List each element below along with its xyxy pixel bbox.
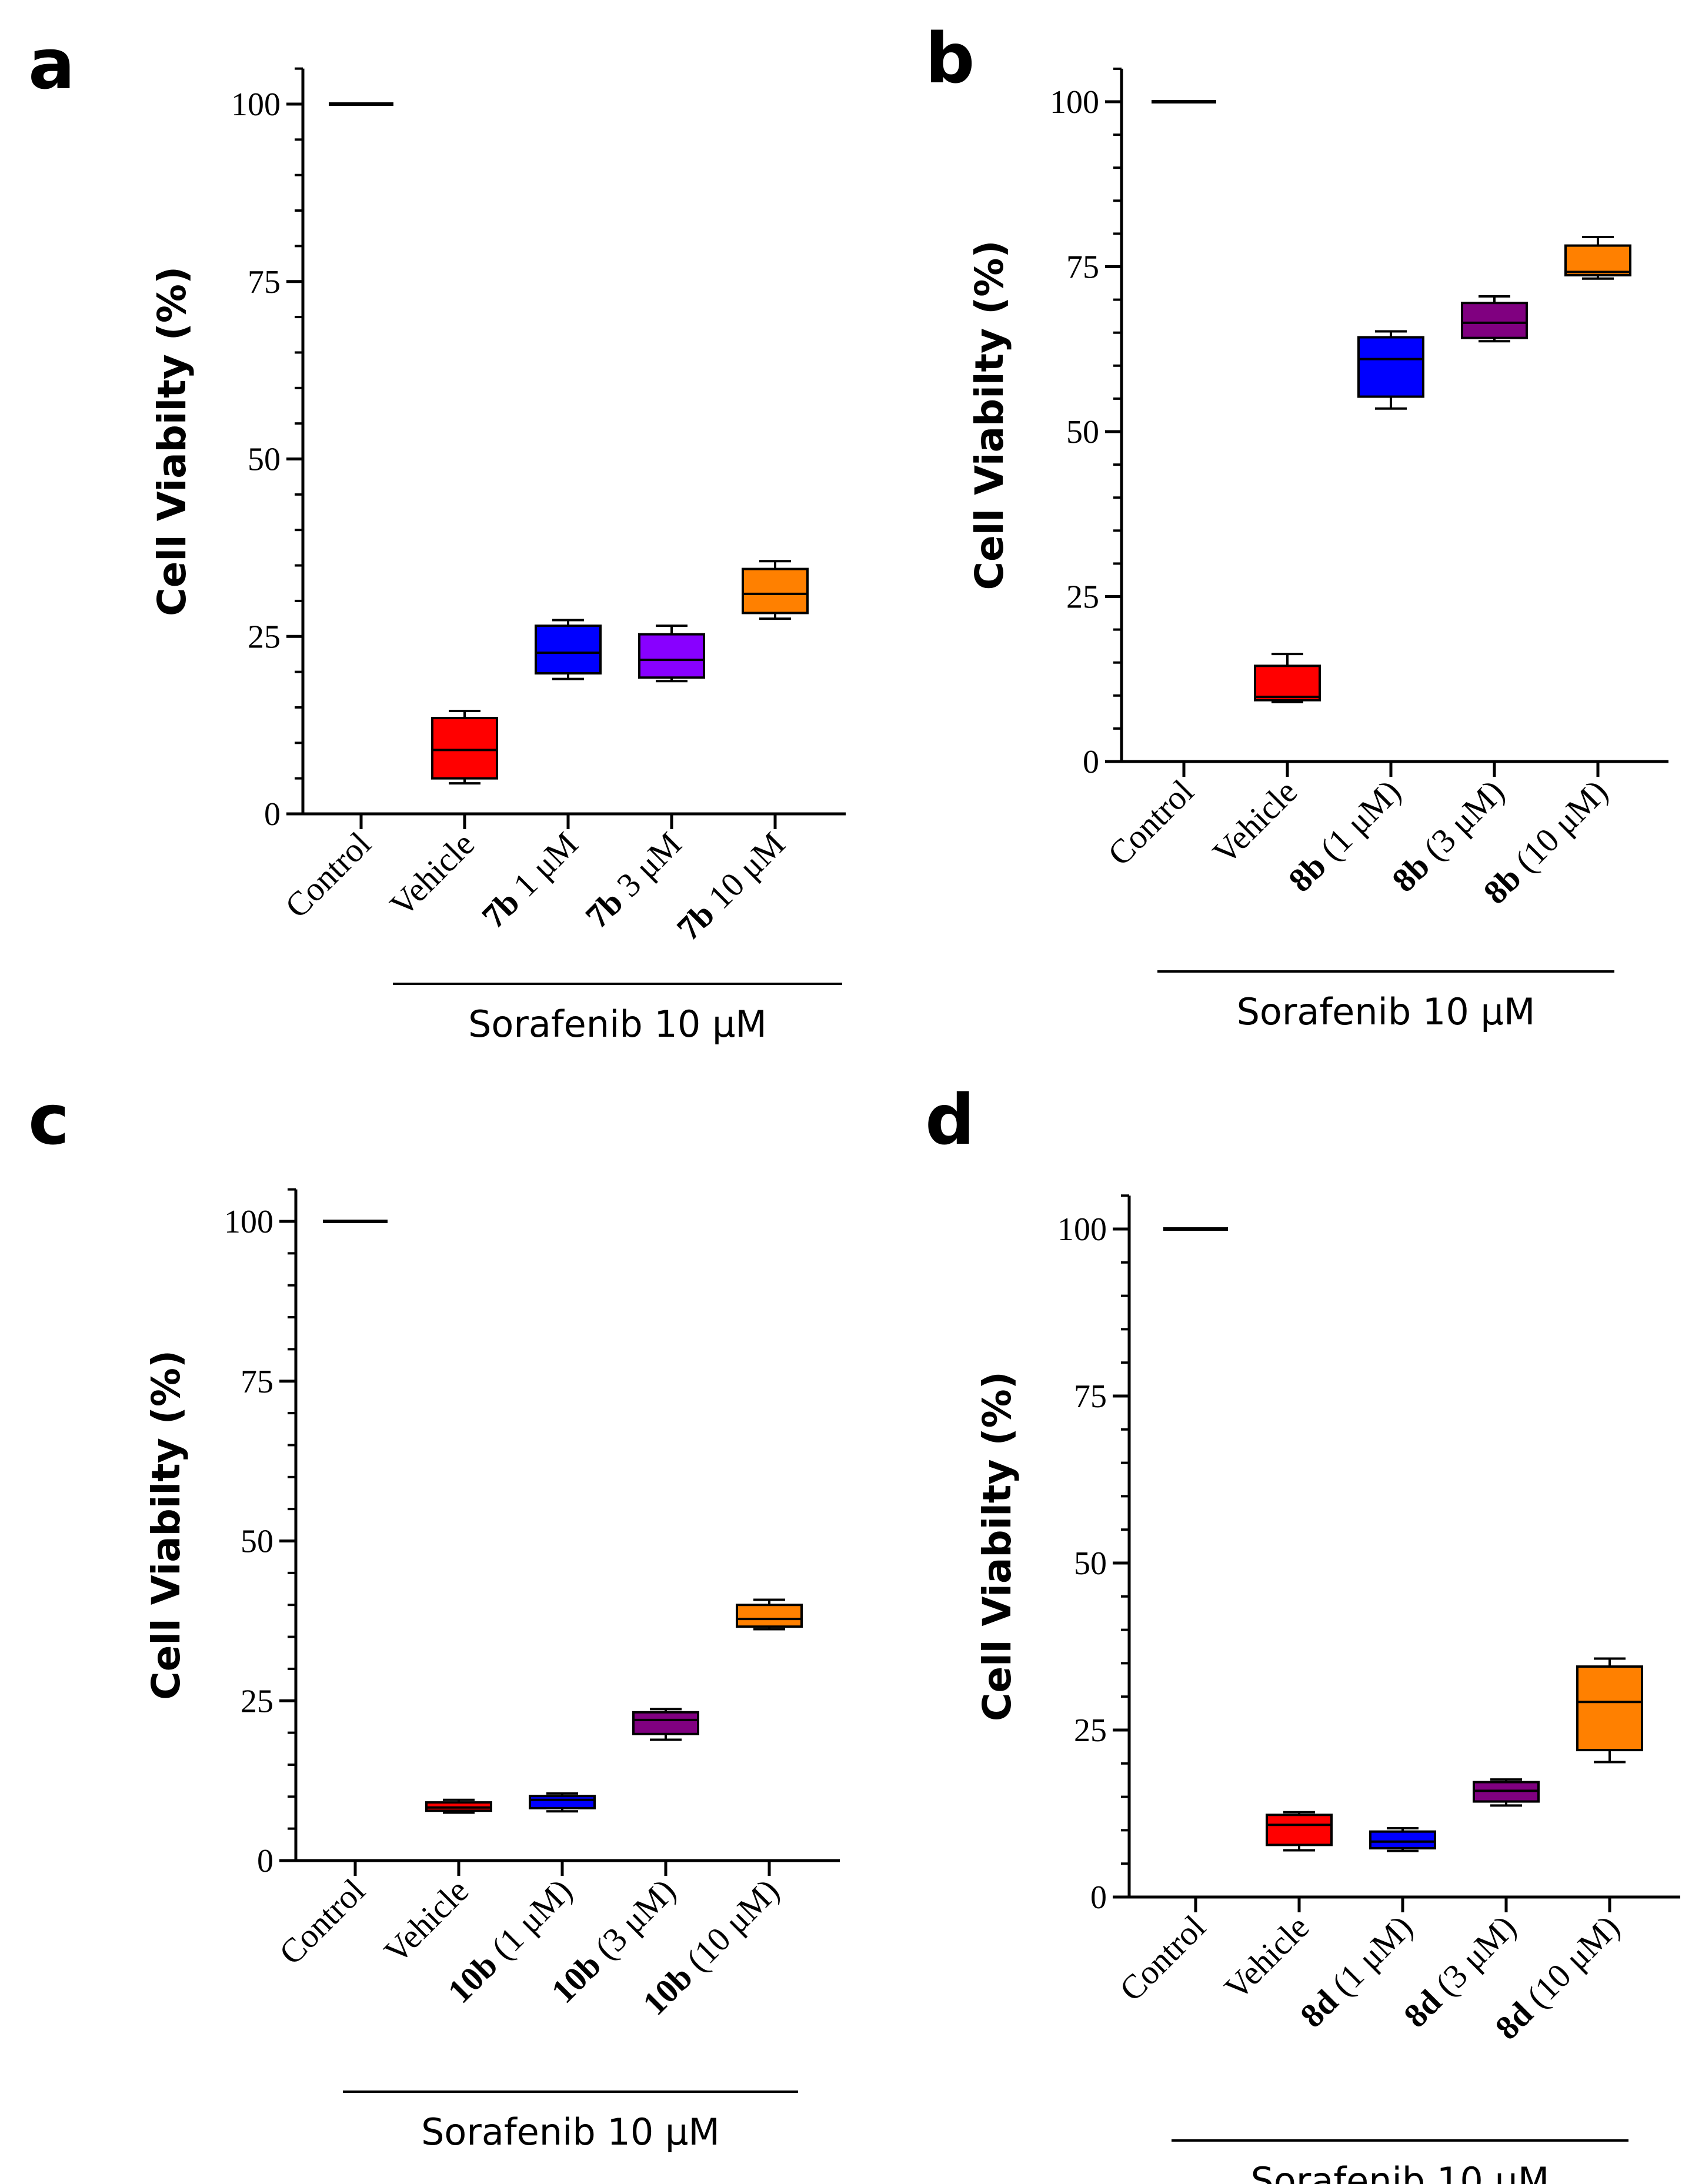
y-tick-label: 0 xyxy=(1083,744,1099,780)
x-category-label: Control xyxy=(278,824,378,925)
box-2 xyxy=(535,625,602,675)
x-category-text: Control xyxy=(1112,1908,1213,2008)
x-category-label: 8b (1 μM) xyxy=(1281,772,1408,899)
group-label: Sorafenib 10 μM xyxy=(1251,2159,1550,2184)
x-category-text: (3 μM) xyxy=(581,1871,683,1973)
x-category-label: 7b 1 μM xyxy=(474,824,585,936)
x-category-text: Vehicle xyxy=(1217,1908,1316,2007)
panel-d: d 0 25 50 75 100 Cell Viabilty (%) Control Vehic… xyxy=(925,1079,1680,2184)
x-category-text: (1 μM) xyxy=(1306,772,1408,874)
x-category-label: Vehicle xyxy=(382,824,482,924)
x-category-label: Control xyxy=(1100,772,1201,873)
y-tick-label: 25 xyxy=(1074,1712,1107,1749)
box-3 xyxy=(632,1711,699,1735)
box-2 xyxy=(1369,1830,1436,1850)
y-tick-label: 25 xyxy=(241,1683,273,1719)
x-category-text: (1 μM) xyxy=(1318,1908,1420,2009)
y-tick-label: 25 xyxy=(1066,579,1099,616)
y-tick-label: 25 xyxy=(248,619,281,655)
y-tick-label: 75 xyxy=(1074,1378,1107,1415)
panel-a: a 0 25 50 75 100 Cell Viabilty (%) Control Vehic… xyxy=(28,24,846,1046)
box-1 xyxy=(431,717,498,780)
y-tick-label: 50 xyxy=(1066,414,1099,450)
y-axis-title: Cell Viabilty (%) xyxy=(143,1350,189,1700)
x-category-label: Vehicle xyxy=(1205,772,1304,871)
panel-b: b 0 25 50 75 100 Cell Viabilty (%) Control Vehic… xyxy=(925,18,1668,1033)
y-tick-label: 0 xyxy=(257,1843,273,1879)
y-tick-label: 75 xyxy=(241,1364,273,1400)
y-tick-label: 100 xyxy=(1057,1211,1107,1248)
y-axis-title: Cell Viabilty (%) xyxy=(975,1371,1020,1721)
box-3 xyxy=(638,633,705,679)
x-category-label: 8d (1 μM) xyxy=(1293,1908,1420,2035)
x-category-text: (10 μM) xyxy=(1501,772,1615,886)
y-tick-label: 0 xyxy=(1090,1879,1107,1916)
group-label: Sorafenib 10 μM xyxy=(468,1003,767,1046)
box-4 xyxy=(1576,1665,1643,1752)
x-category-label: 7b 10 μM xyxy=(669,824,792,947)
y-tick-label: 50 xyxy=(248,442,281,478)
x-category-text: Vehicle xyxy=(382,824,482,924)
y-tick-label: 50 xyxy=(241,1524,273,1560)
x-category-label: Control xyxy=(1112,1908,1213,2008)
y-axis-title: Cell Viabilty (%) xyxy=(149,266,195,616)
x-category-text: Vehicle xyxy=(376,1871,476,1971)
x-category-text: 10 μM xyxy=(695,824,792,922)
box-2 xyxy=(529,1795,596,1809)
x-category-text: Vehicle xyxy=(1205,772,1304,871)
x-category-text: Control xyxy=(1100,772,1201,873)
x-category-text: (10 μM) xyxy=(673,1871,786,1985)
panel-letter: d xyxy=(925,1079,975,1160)
panel-c: c 0 25 50 75 100 Cell Viabilty (%) Control Vehic… xyxy=(28,1079,840,2153)
box-3 xyxy=(1461,302,1528,339)
x-category-text: (3 μM) xyxy=(1410,772,1511,874)
box-1 xyxy=(1254,664,1321,702)
y-tick-label: 100 xyxy=(231,86,281,123)
y-tick-label: 75 xyxy=(248,264,281,300)
panel-letter: c xyxy=(28,1079,69,1160)
group-label: Sorafenib 10 μM xyxy=(421,2110,720,2153)
x-category-label: Vehicle xyxy=(376,1871,476,1971)
y-axis-title: Cell Viabilty (%) xyxy=(967,240,1012,590)
x-category-text: Control xyxy=(278,824,378,925)
box-4 xyxy=(736,1604,803,1628)
box-4 xyxy=(742,567,809,615)
box-1 xyxy=(1266,1814,1333,1846)
group-label: Sorafenib 10 μM xyxy=(1237,990,1536,1033)
x-category-text: (10 μM) xyxy=(1513,1908,1627,2021)
y-tick-label: 50 xyxy=(1074,1545,1107,1582)
x-category-text: (1 μM) xyxy=(478,1871,579,1973)
y-tick-label: 0 xyxy=(264,796,281,833)
panel-letter: a xyxy=(28,24,75,105)
y-tick-label: 100 xyxy=(1050,84,1099,121)
x-category-label: Vehicle xyxy=(1217,1908,1316,2007)
x-category-text: (3 μM) xyxy=(1421,1908,1523,2009)
x-category-label: Control xyxy=(272,1871,372,1972)
panel-letter: b xyxy=(925,18,975,99)
y-tick-label: 100 xyxy=(224,1204,273,1240)
x-category-text: Control xyxy=(272,1871,372,1972)
box-4 xyxy=(1564,244,1631,277)
y-tick-label: 75 xyxy=(1066,249,1099,286)
box-2 xyxy=(1357,336,1424,398)
